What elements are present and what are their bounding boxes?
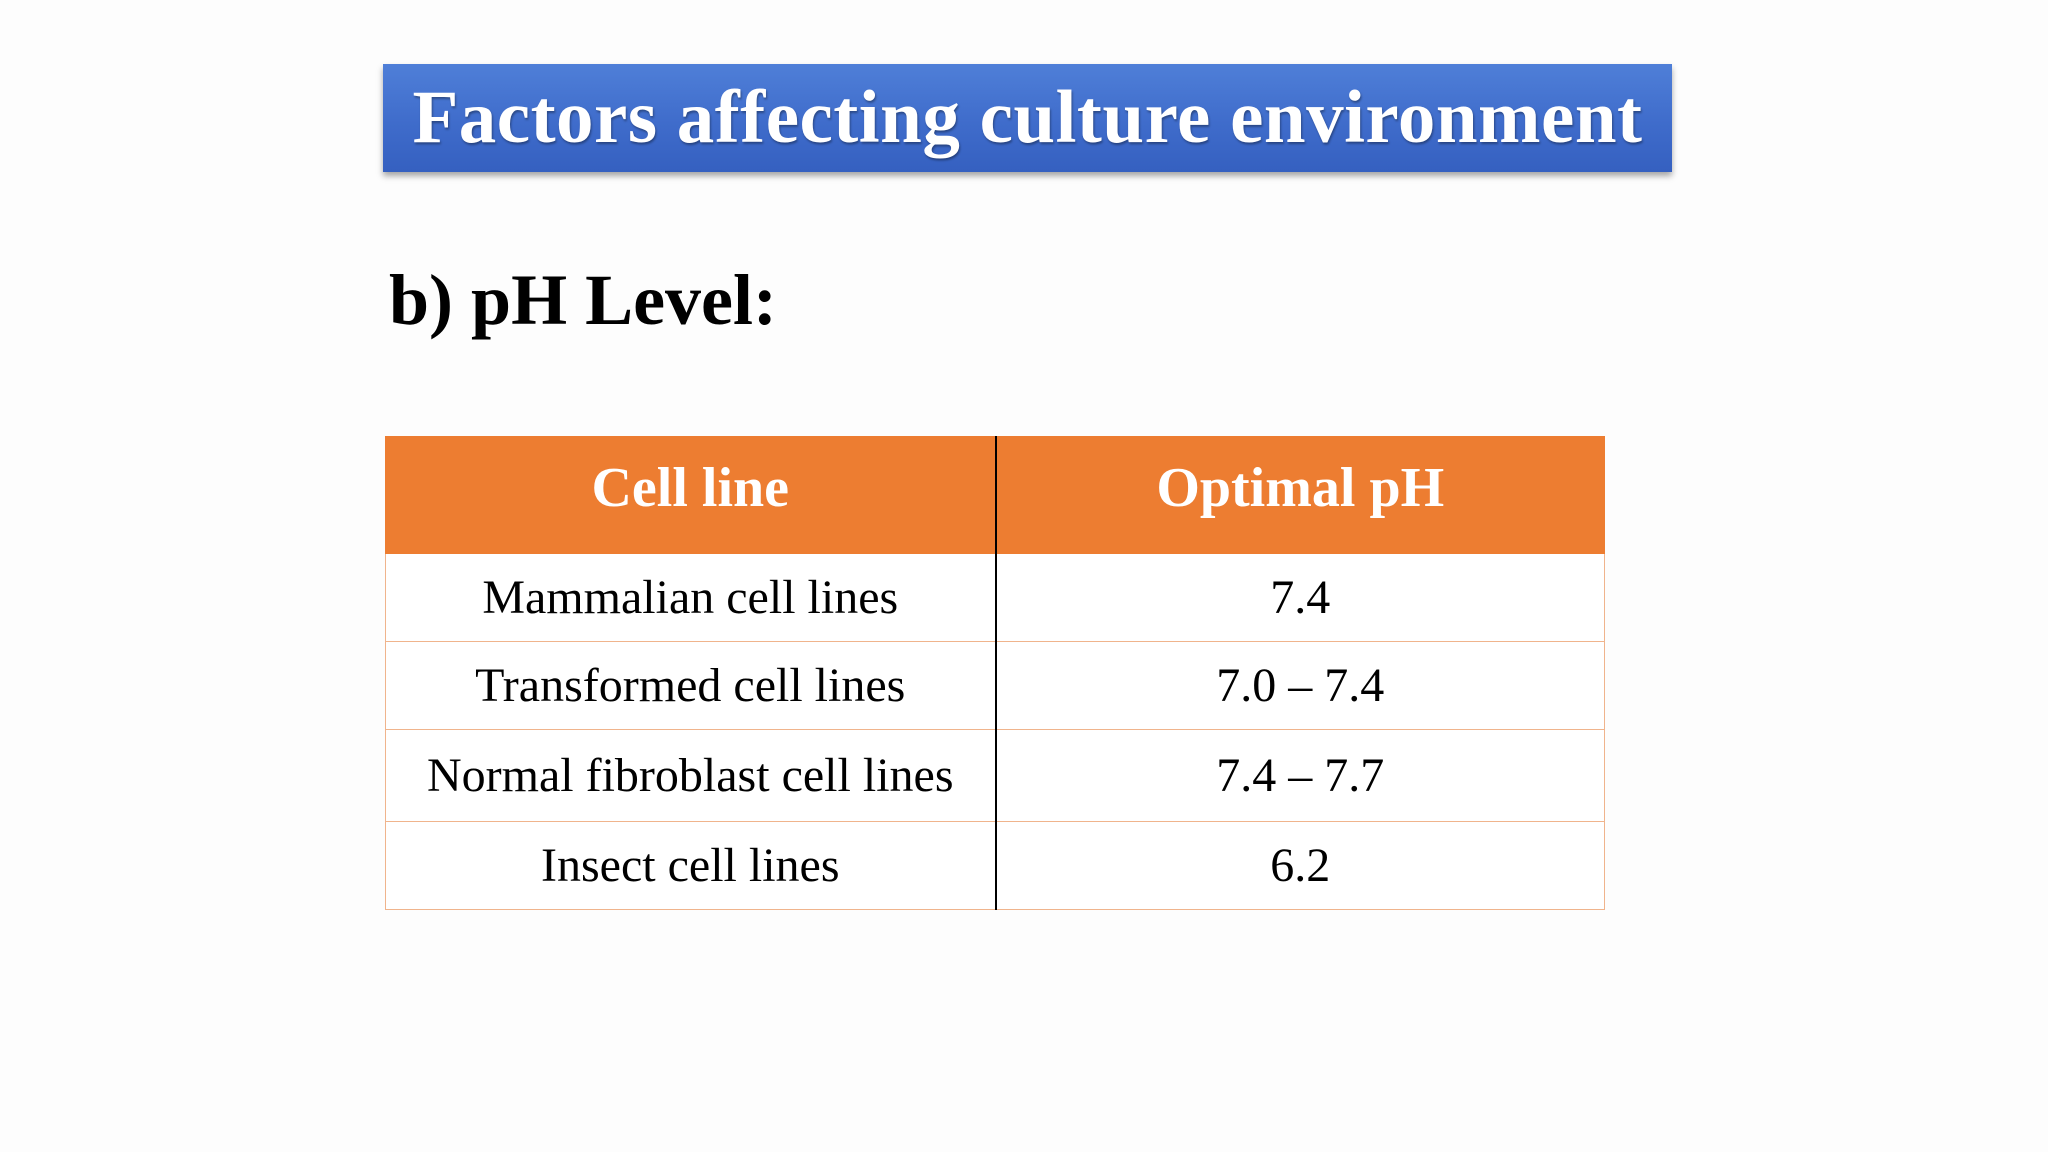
header-optimal-ph: Optimal pH <box>995 436 1605 554</box>
cell-optimal-ph: 7.0 – 7.4 <box>995 641 1605 730</box>
slide-title: Factors affecting culture environment <box>412 76 1643 159</box>
cell-line-name: Mammalian cell lines <box>385 553 997 642</box>
cell-line-name: Insect cell lines <box>385 821 997 910</box>
table-row: Normal fibroblast cell lines 7.4 – 7.7 <box>385 729 1605 822</box>
table-row: Transformed cell lines 7.0 – 7.4 <box>385 641 1605 730</box>
title-banner: Factors affecting culture environment <box>383 64 1672 172</box>
cell-optimal-ph: 6.2 <box>995 821 1605 910</box>
cell-optimal-ph: 7.4 – 7.7 <box>995 729 1605 822</box>
cell-optimal-ph: 7.4 <box>995 553 1605 642</box>
cell-line-name: Transformed cell lines <box>385 641 997 730</box>
table-row: Mammalian cell lines 7.4 <box>385 553 1605 642</box>
table-row: Insect cell lines 6.2 <box>385 821 1605 910</box>
ph-table: Cell line Optimal pH Mammalian cell line… <box>385 436 1605 910</box>
table-header-row: Cell line Optimal pH <box>385 436 1605 554</box>
header-cell-line: Cell line <box>385 436 997 554</box>
section-heading: b) pH Level: <box>389 260 777 340</box>
cell-line-name: Normal fibroblast cell lines <box>385 729 997 822</box>
